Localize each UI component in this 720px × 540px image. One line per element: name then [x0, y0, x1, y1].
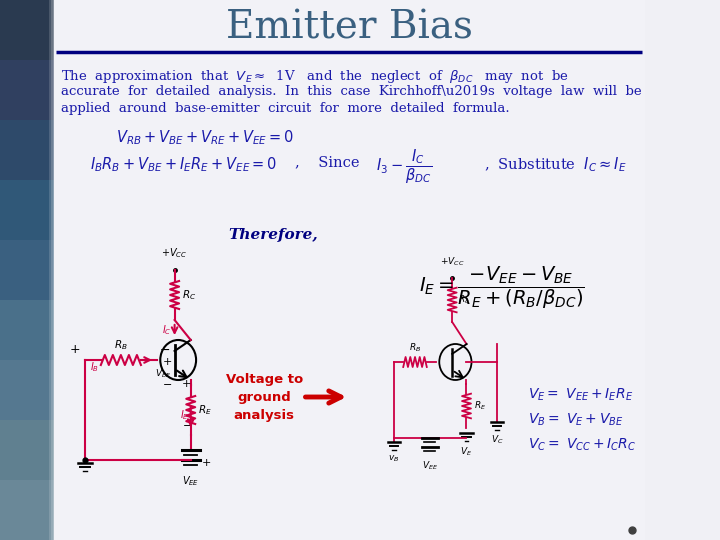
- Text: $+V_{CC}$: $+V_{CC}$: [161, 246, 188, 260]
- Bar: [0, 120, 54, 180]
- Text: Therefore,: Therefore,: [228, 228, 318, 242]
- Bar: [0, 360, 54, 420]
- Text: ,  Substitute  $I_C \approx I_E$: , Substitute $I_C \approx I_E$: [484, 155, 626, 174]
- Text: $-$: $-$: [181, 419, 192, 429]
- Text: $R_B$: $R_B$: [114, 338, 127, 352]
- Text: applied  around  base-emitter  circuit  for  more  detailed  formula.: applied around base-emitter circuit for …: [61, 102, 510, 115]
- Text: $V_E$: $V_E$: [460, 445, 472, 457]
- Bar: [53, 0, 55, 540]
- Text: Emitter Bias: Emitter Bias: [226, 10, 472, 46]
- Text: $I_B R_B + V_{BE} + I_E R_E + V_{EE}= 0$: $I_B R_B + V_{BE} + I_E R_E + V_{EE}= 0$: [89, 155, 276, 174]
- Text: Voltage to
ground
analysis: Voltage to ground analysis: [225, 373, 303, 422]
- Text: $v_B$: $v_B$: [388, 454, 400, 464]
- Bar: [0, 60, 54, 120]
- Text: $R_E$: $R_E$: [474, 400, 486, 412]
- Bar: [0, 0, 54, 60]
- Bar: [49, 0, 51, 540]
- Text: ,    Since: , Since: [295, 155, 360, 169]
- Bar: [0, 420, 54, 480]
- Text: $V_{EE}$: $V_{EE}$: [422, 459, 438, 471]
- Text: $I_B$: $I_B$: [89, 360, 99, 374]
- Text: $V_{EE}$: $V_{EE}$: [182, 474, 199, 488]
- Text: $V_E =\ V_{EE} + I_E R_E$: $V_E =\ V_{EE} + I_E R_E$: [528, 387, 634, 403]
- Text: $I_3 - \dfrac{I_C}{\beta_{DC}}$: $I_3 - \dfrac{I_C}{\beta_{DC}}$: [376, 148, 432, 186]
- Text: $-$: $-$: [162, 378, 172, 388]
- Text: $I_C$: $I_C$: [162, 323, 171, 337]
- Text: $I_E = \dfrac{-V_{EE} - V_{BE}}{R_E + (R_B / \beta_{DC})}$: $I_E = \dfrac{-V_{EE} - V_{BE}}{R_E + (R…: [418, 265, 585, 311]
- Text: $V_{RB} + V_{BE} + V_{RE} + V_{EE}= 0$: $V_{RB} + V_{BE} + V_{RE} + V_{EE}= 0$: [117, 128, 294, 147]
- Text: $R_C$: $R_C$: [181, 288, 196, 302]
- Bar: [0, 240, 54, 300]
- Text: +: +: [181, 379, 191, 389]
- Text: $V_B =\ V_E + V_{BE}$: $V_B =\ V_E + V_{BE}$: [528, 412, 624, 428]
- Bar: [0, 480, 54, 540]
- Text: $+V_{CC}$: $+V_{CC}$: [440, 255, 464, 268]
- Text: +: +: [202, 458, 211, 468]
- Text: $-$: $-$: [159, 343, 171, 356]
- Text: accurate  for  detailed  analysis.  In  this  case  Kirchhoff\u2019s  voltage  l: accurate for detailed analysis. In this …: [61, 85, 642, 98]
- Text: $R_c$: $R_c$: [459, 294, 470, 306]
- Bar: [0, 300, 54, 360]
- Text: $V_C =\ V_{CC} + I_C R_C$: $V_C =\ V_{CC} + I_C R_C$: [528, 437, 636, 453]
- Text: $V_C$: $V_C$: [490, 434, 503, 447]
- Text: $I_E$: $I_E$: [180, 408, 189, 422]
- Text: $R_B$: $R_B$: [409, 342, 421, 354]
- Text: The  approximation  that  $V_E\approx$  1V   and  the  neglect  of  $\beta_{DC}$: The approximation that $V_E\approx$ 1V a…: [61, 68, 569, 85]
- Bar: [51, 0, 53, 540]
- Bar: [0, 180, 54, 240]
- Text: +: +: [70, 343, 81, 356]
- Text: $R_E$: $R_E$: [198, 403, 212, 417]
- Text: $V_{BE}$: $V_{BE}$: [156, 367, 172, 380]
- Text: +: +: [163, 357, 172, 367]
